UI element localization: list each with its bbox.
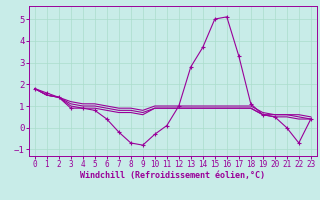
X-axis label: Windchill (Refroidissement éolien,°C): Windchill (Refroidissement éolien,°C) [80, 171, 265, 180]
